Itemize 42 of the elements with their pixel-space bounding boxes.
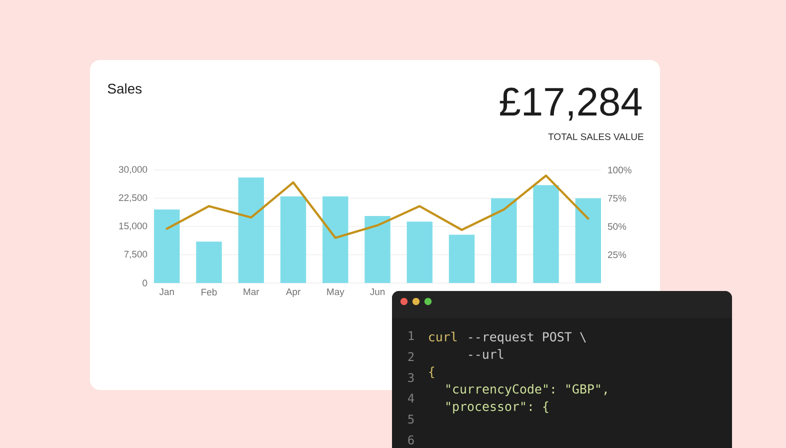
text: 4 (408, 394, 414, 402)
text: 5 (408, 414, 414, 424)
text: "processor": { (446, 401, 548, 414)
line-series (166, 174, 590, 239)
y-tick-label: 0 (142, 280, 148, 286)
x-tick-label: Jan (159, 288, 174, 296)
bar (448, 234, 475, 283)
bar (575, 198, 602, 283)
y2-tick-label: 75% (608, 194, 626, 202)
y2-tick-label: 50% (608, 223, 626, 230)
text: 1 (408, 331, 414, 340)
y2-tick-label: 25% (608, 251, 626, 258)
y-tick-label: 22,500 (119, 194, 148, 202)
bar (322, 196, 348, 283)
x-tick-label: Apr (286, 288, 300, 297)
text: --url (469, 349, 504, 359)
bar (533, 185, 559, 283)
x-tick-label: Jun (370, 288, 385, 296)
text: 2 (408, 352, 414, 361)
bar (196, 242, 222, 283)
text: --request POST \ (469, 332, 586, 344)
x-tick-label: Mar (244, 288, 260, 296)
y-tick-label: 7,500 (124, 250, 148, 259)
text: TOTAL SALES VALUE (548, 133, 644, 140)
y-tick-label: 30,000 (118, 166, 148, 174)
y-tick-label: 15,000 (119, 222, 148, 230)
bar (238, 178, 264, 283)
text: { (429, 366, 434, 378)
text: "currencyCode": "GBP", (446, 384, 607, 396)
bar (154, 210, 180, 283)
chart-title: Sales (108, 83, 142, 94)
x-tick-label: May (327, 288, 344, 297)
text: 3 (408, 373, 414, 382)
bar (491, 198, 517, 283)
bar (406, 222, 432, 283)
bar (364, 216, 390, 283)
text: curl (429, 332, 457, 342)
text: 6 (408, 435, 414, 444)
y2-tick-label: 100% (608, 166, 632, 174)
bar (280, 196, 306, 283)
x-tick-label: Feb (202, 288, 217, 296)
text: £17,284 (500, 88, 642, 121)
